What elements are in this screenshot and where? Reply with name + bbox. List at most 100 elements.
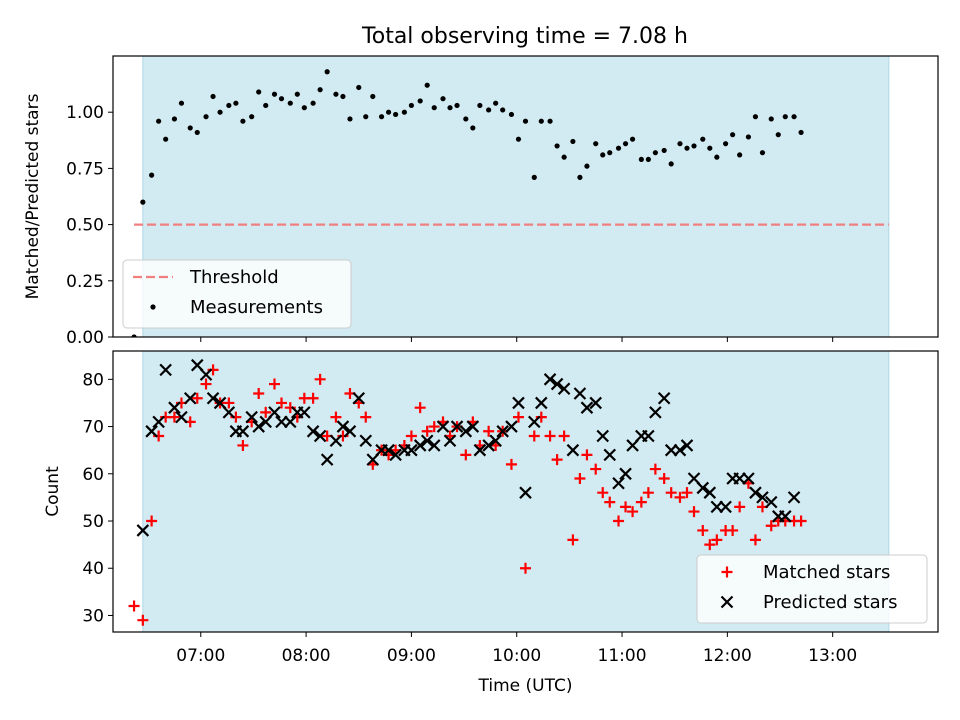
series-matched-stars [128, 364, 807, 626]
measurement-point [440, 96, 446, 102]
measurement-point [714, 154, 720, 160]
matched-point [128, 600, 140, 612]
measurement-point [531, 174, 537, 180]
measurement-point [622, 141, 629, 147]
matched-point [620, 501, 632, 513]
predicted-point [557, 382, 571, 396]
measurement-point [645, 156, 651, 163]
measurement-point [707, 145, 713, 151]
matched-point [505, 458, 517, 470]
predicted-point [136, 524, 150, 537]
matched-point [665, 487, 677, 499]
matched-point [681, 487, 693, 499]
predicted-point [543, 373, 557, 386]
legend-threshold-label: Threshold [189, 267, 279, 288]
predicted-point [573, 387, 587, 400]
matched-point [574, 473, 586, 485]
legend-predicted-label: Predicted stars [763, 592, 897, 613]
predicted-point [313, 429, 327, 443]
matched-point [528, 430, 540, 442]
matched-point [704, 539, 716, 551]
y-tick-label: 70 [82, 418, 104, 438]
measurement-point [340, 93, 346, 100]
measurement-point [508, 111, 515, 118]
matched-point [276, 397, 288, 409]
predicted-point [779, 510, 792, 523]
predicted-point [603, 448, 617, 462]
predicted-point [199, 368, 213, 381]
predicted-point [742, 472, 755, 485]
y-tick-label: 50 [82, 512, 104, 532]
predicted-point [566, 443, 580, 457]
measurement-point [615, 145, 622, 151]
legend-measurements-swatch [150, 304, 156, 310]
matched-point [558, 430, 570, 442]
matched-point [460, 449, 472, 461]
axes-frame [112, 55, 939, 338]
predicted-point [482, 439, 495, 452]
measurement-point [768, 116, 774, 122]
measurement-point [752, 114, 759, 120]
measurement-point [347, 116, 353, 122]
predicted-point [359, 434, 373, 448]
matched-point [697, 524, 709, 536]
matched-point [520, 562, 531, 574]
matched-point [200, 378, 212, 390]
measurement-point [356, 84, 362, 91]
predicted-point [284, 415, 297, 429]
matched-point [414, 402, 426, 414]
predicted-point [152, 415, 165, 429]
matched-point [567, 534, 579, 546]
measurement-point [561, 154, 567, 160]
predicted-point [596, 429, 610, 443]
predicted-point [352, 391, 366, 405]
x-tick-label: 08:00 [282, 646, 331, 666]
measurement-point [745, 134, 752, 140]
predicted-point [649, 406, 662, 419]
predicted-point [512, 396, 525, 410]
ratio-panel: 0.00 0.25 0.50 0.75 1.00 Matched/Predicted st… [23, 55, 939, 348]
matched-point [483, 425, 495, 437]
x-tick-label: 09:00 [387, 646, 436, 666]
series-measurements [131, 69, 804, 337]
measurement-point [294, 91, 300, 97]
measurement-point [515, 136, 522, 142]
y-axis-label: Count [43, 466, 63, 517]
predicted-point [764, 495, 778, 509]
y-axis-label: Matched/Predicted stars [23, 93, 43, 299]
measurement-point [301, 105, 307, 111]
legend-matched-swatch [721, 566, 733, 578]
measurement-point [759, 150, 766, 156]
predicted-point [329, 434, 343, 448]
measurement-point [638, 156, 644, 163]
matched-point [191, 392, 203, 404]
predicted-point [343, 425, 357, 438]
measurement-point [668, 161, 674, 167]
predicted-point [450, 420, 464, 433]
measurement-point [287, 100, 293, 106]
measurement-point [378, 114, 385, 120]
predicted-point [245, 410, 258, 424]
matched-point [307, 392, 319, 404]
measurement-point [194, 129, 200, 136]
measurement-point [217, 109, 223, 115]
series-predicted-stars [136, 358, 801, 537]
y-tick-label: 30 [82, 606, 104, 626]
measurement-point [149, 172, 155, 178]
matched-point [405, 430, 417, 442]
predicted-point [159, 363, 172, 377]
y-tick-label: 40 [82, 559, 104, 579]
matched-point [658, 473, 670, 485]
predicted-point [473, 443, 487, 457]
matched-point [146, 515, 158, 527]
matched-point [330, 411, 342, 423]
legend-measurements-label: Measurements [190, 297, 323, 318]
predicted-point [459, 425, 473, 438]
predicted-point [756, 491, 769, 504]
matched-point [649, 463, 661, 475]
x-tick-label: 11:00 [598, 646, 647, 666]
predicted-point [550, 377, 564, 391]
matched-point [765, 520, 777, 532]
predicted-point [787, 491, 801, 504]
x-tick-label: 12:00 [703, 646, 752, 666]
